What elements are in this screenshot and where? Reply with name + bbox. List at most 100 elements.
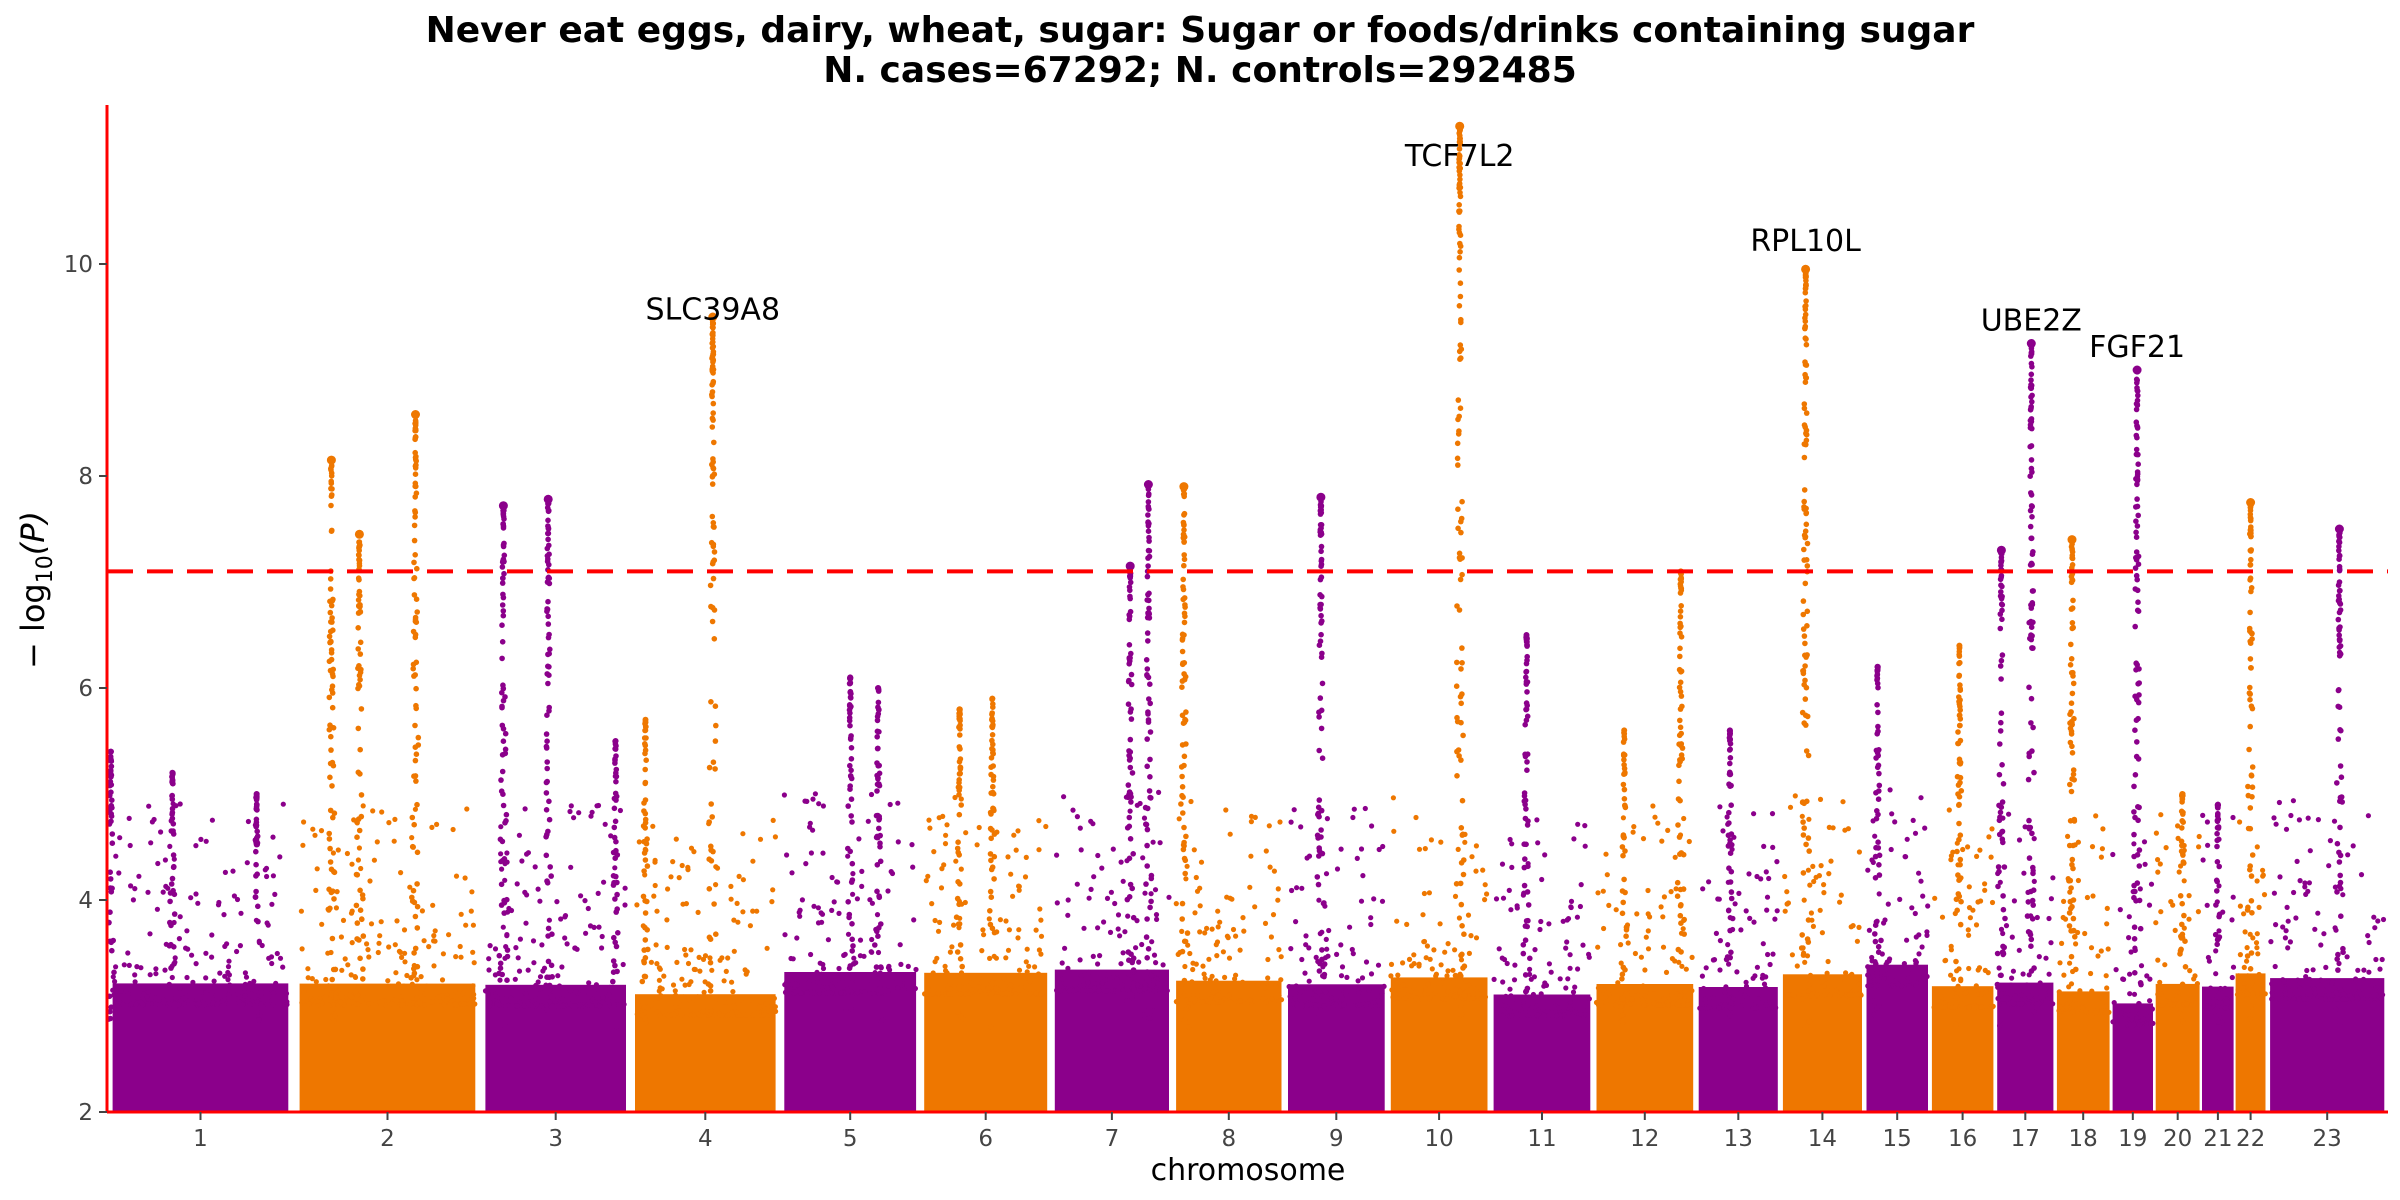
peak-snp-point	[171, 863, 177, 870]
snp-point	[184, 974, 190, 981]
snp-point	[2131, 1021, 2137, 1028]
peak-snp-point	[1126, 642, 1133, 648]
snp-point	[814, 969, 820, 975]
snp-point	[132, 886, 138, 892]
peak-snp-point	[2031, 1009, 2038, 1015]
peak-snp-point	[1130, 851, 1136, 857]
snp-point	[836, 910, 842, 917]
peak-snp-point	[710, 410, 716, 416]
snp-point	[325, 950, 331, 956]
peak-snp-point	[411, 970, 418, 976]
peak-snp-point	[612, 756, 618, 762]
snp-point	[498, 824, 504, 830]
snp-point	[602, 821, 608, 827]
peak-snp-point	[326, 633, 333, 640]
snp-point	[462, 875, 468, 881]
snp-point	[2103, 1003, 2109, 1009]
snp-point	[1996, 965, 2002, 971]
snp-point	[2142, 861, 2148, 867]
snp-point	[283, 990, 290, 997]
peak-snp-point	[2178, 808, 2185, 815]
peak-snp-point	[708, 843, 714, 850]
snp-point	[1720, 828, 1726, 834]
snp-point	[1043, 823, 1049, 830]
snp-point	[1005, 854, 1011, 860]
peak-snp-point	[1803, 505, 1809, 512]
peak-snp-point	[2027, 443, 2033, 450]
peak-snp-point	[549, 974, 555, 980]
peak-snp-point	[2029, 514, 2035, 520]
snp-point	[2050, 875, 2056, 881]
peak-snp-point	[1318, 631, 1324, 638]
peak-snp-point	[1953, 958, 1959, 965]
peak-snp-point	[849, 948, 855, 954]
snp-point	[251, 978, 257, 985]
peak-snp-point	[415, 734, 422, 741]
peak-snp-point	[1875, 752, 1881, 759]
snp-point	[794, 982, 800, 988]
snp-point	[979, 979, 985, 985]
peak-snp-point	[1803, 362, 1810, 368]
snp-point	[1965, 844, 1971, 850]
snp-point	[196, 1001, 202, 1007]
snp-point	[1153, 912, 1160, 918]
peak-snp-point	[1996, 771, 2003, 778]
snp-point	[2050, 1001, 2056, 1007]
snp-point	[1204, 925, 1210, 932]
peak-snp-point	[1799, 996, 1806, 1002]
peak-snp-point	[1801, 454, 1808, 461]
peak-snp-point	[1727, 954, 1733, 961]
chromosome-1-points	[105, 748, 290, 1112]
snp-point	[1358, 846, 1365, 852]
snp-point	[1676, 959, 1682, 965]
snp-point	[1023, 959, 1029, 965]
snp-point	[769, 899, 775, 905]
snp-point	[338, 934, 344, 940]
snp-point	[2216, 883, 2222, 889]
peak-snp-point	[2028, 403, 2034, 410]
peak-snp-point	[987, 921, 994, 928]
peak-snp-point	[1726, 735, 1733, 741]
peak-snp-point	[2069, 903, 2075, 910]
snp-point	[326, 1002, 332, 1008]
snp-point	[649, 996, 656, 1002]
snp-point	[485, 991, 491, 997]
snp-point	[1853, 991, 1859, 997]
peak-snp-point	[1953, 896, 1960, 903]
peak-snp-point	[1521, 841, 1527, 847]
snp-point	[1304, 855, 1310, 861]
snp-point	[1420, 912, 1426, 918]
peak-snp-point	[1142, 804, 1149, 811]
snp-point	[1326, 927, 1332, 934]
peak-snp-point	[987, 851, 994, 857]
snp-point	[1499, 861, 1506, 867]
peak-snp-point	[253, 873, 259, 879]
snp-point	[740, 831, 746, 837]
snp-point	[1509, 841, 1515, 847]
snp-point	[524, 892, 530, 898]
peak-snp-point	[354, 834, 360, 840]
snp-point	[2259, 988, 2265, 994]
peak-snp-point	[2001, 864, 2008, 870]
peak-snp-point	[2134, 388, 2141, 394]
snp-point	[816, 990, 823, 996]
snp-point	[2061, 972, 2067, 978]
peak-snp-point	[1144, 842, 1150, 849]
snp-point	[1011, 832, 1017, 838]
snp-point	[1442, 949, 1448, 955]
snp-point	[1303, 942, 1309, 948]
peak-snp-point	[356, 556, 362, 563]
snp-point	[1865, 964, 1871, 970]
peak-snp-point	[1958, 898, 1964, 905]
snp-point	[909, 842, 915, 848]
snp-point	[1669, 992, 1675, 998]
snp-point	[1117, 933, 1123, 939]
snp-point	[547, 987, 553, 993]
peak-snp-point	[1179, 684, 1185, 690]
snp-point	[2205, 842, 2211, 848]
snp-point	[2104, 905, 2110, 912]
peak-snp-point	[1956, 836, 1962, 843]
snp-point	[1298, 989, 1304, 995]
snp-point	[2234, 992, 2241, 998]
peak-snp-point	[328, 638, 334, 645]
